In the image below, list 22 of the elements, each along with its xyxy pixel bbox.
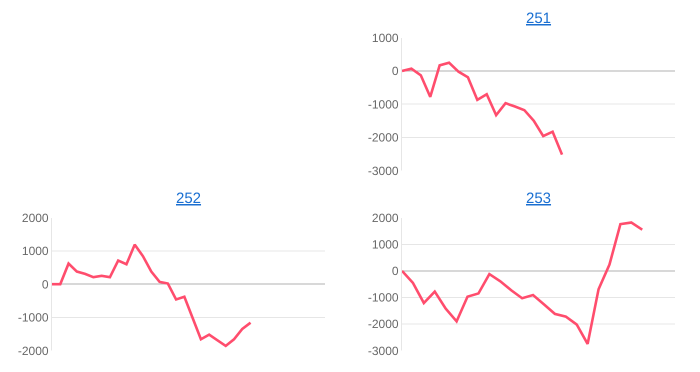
chart-title: 252	[176, 190, 202, 207]
line-series	[52, 243, 252, 348]
y-tick-label: -3000	[368, 344, 399, 358]
chart-title: 251	[526, 10, 552, 27]
y-tick-label: -3000	[368, 164, 399, 178]
y-tick-label: -2000	[18, 344, 49, 358]
y-tick-label: 2000	[22, 210, 49, 225]
y-tick-label: -1000	[368, 97, 399, 112]
chart-title: 253	[526, 190, 552, 207]
y-tick-label: 1000	[372, 30, 399, 45]
y-tick-label: 0	[392, 64, 399, 78]
line-series	[402, 221, 644, 346]
y-tick-label: 0	[392, 264, 399, 278]
y-tick-label: -2000	[368, 130, 399, 145]
y-tick-label: -1000	[368, 290, 399, 305]
line-series	[402, 61, 564, 156]
y-tick-label: 0	[42, 277, 49, 292]
y-tick-label: 1000	[372, 238, 399, 252]
y-tick-label: 2000	[372, 210, 399, 225]
y-tick-label: -2000	[368, 317, 399, 332]
y-tick-label: 1000	[22, 244, 49, 258]
y-tick-label: -1000	[18, 310, 49, 325]
